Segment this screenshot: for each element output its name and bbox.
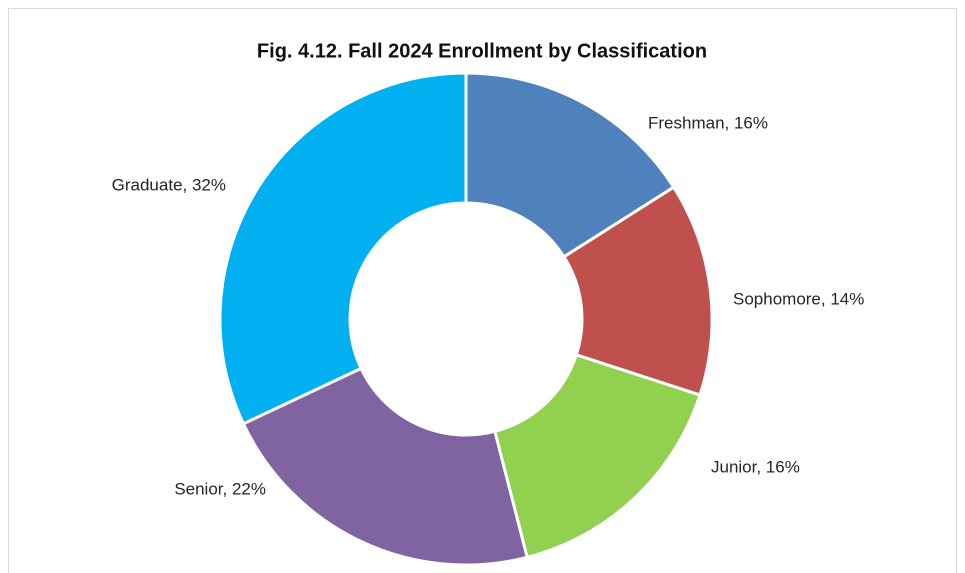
data-label: Junior, 16% — [711, 457, 800, 476]
donut-slice — [561, 185, 714, 397]
data-label: Graduate, 32% — [112, 175, 226, 194]
data-label: Senior, 22% — [174, 479, 266, 498]
data-label: Freshman, 16% — [648, 113, 768, 132]
data-label: Sophomore, 14% — [733, 289, 864, 308]
donut-slice — [218, 71, 468, 426]
donut-slice — [241, 366, 530, 567]
donut-slice — [464, 71, 676, 259]
donut-slice — [493, 352, 702, 560]
chart-title: Fig. 4.12. Fall 2024 Enrollment by Class… — [257, 40, 707, 62]
